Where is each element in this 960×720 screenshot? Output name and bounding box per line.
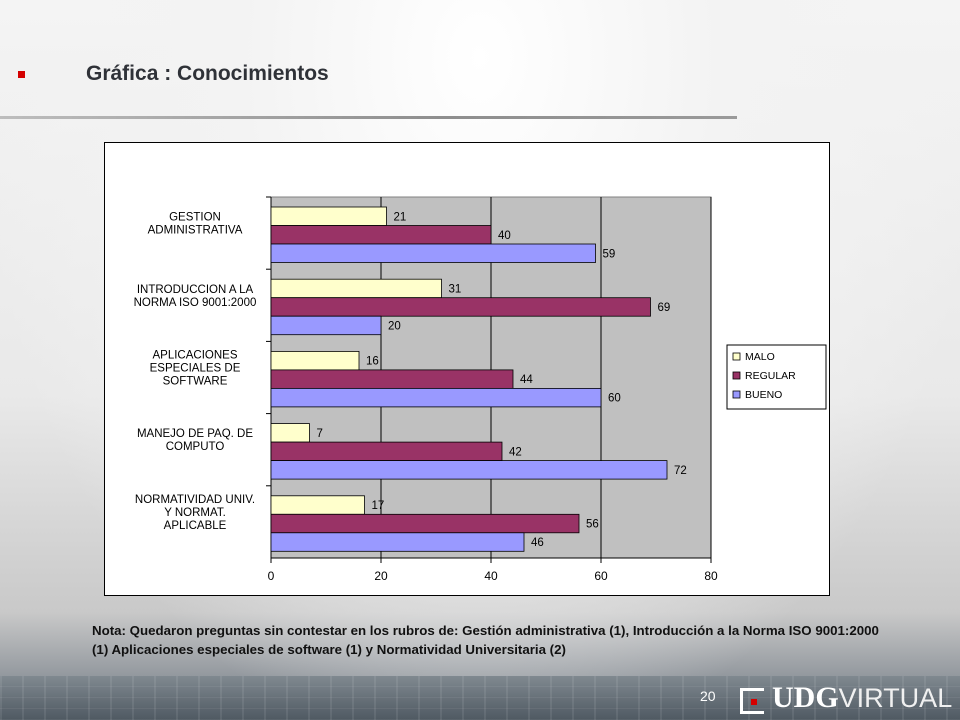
legend-swatch-regular — [732, 371, 741, 380]
bar-malo — [270, 278, 442, 299]
bar-malo — [270, 495, 365, 515]
slide-title: Gráfica : Conocimientos — [86, 62, 329, 85]
data-label: 17 — [372, 500, 385, 512]
category-label: NORMA ISO 9001:2000 — [134, 297, 257, 309]
bar-bueno — [270, 243, 596, 263]
legend-label: REGULAR — [745, 370, 796, 382]
bar-bueno — [270, 315, 382, 336]
data-label: 59 — [603, 248, 616, 260]
bar-regular — [270, 225, 492, 245]
category-label: ESPECIALES DE — [150, 363, 241, 375]
bar-malo — [270, 423, 310, 443]
udg-logo-icon — [740, 688, 764, 714]
data-label: 42 — [509, 446, 522, 458]
x-tick-label: 0 — [268, 569, 275, 583]
category-label: ADMINISTRATIVA — [148, 225, 243, 237]
category-label: SOFTWARE — [163, 376, 228, 388]
data-label: 56 — [586, 519, 599, 531]
bar-malo — [270, 206, 387, 226]
x-tick-label: 60 — [594, 569, 608, 583]
footer-band — [0, 676, 960, 720]
category-label: INTRODUCCION A LA — [137, 284, 254, 296]
data-label: 20 — [388, 320, 401, 332]
x-tick-label: 40 — [484, 569, 498, 583]
legend-box — [726, 344, 827, 410]
category-label: NORMATIVIDAD UNIV. — [135, 494, 255, 506]
data-label: 7 — [317, 428, 323, 440]
data-label: 72 — [674, 465, 687, 477]
data-label: 31 — [449, 283, 462, 295]
data-label: 40 — [498, 230, 511, 242]
bar-regular — [270, 513, 580, 534]
category-label: Y NORMAT. — [164, 507, 226, 519]
bar-bueno — [270, 532, 525, 552]
legend-label: BUENO — [745, 389, 782, 401]
logo-bold-text: UDG — [772, 681, 839, 714]
title-bullet — [18, 71, 25, 78]
legend-swatch-bueno — [732, 390, 741, 399]
data-label: 16 — [366, 356, 379, 368]
bar-regular — [270, 369, 514, 389]
bar-bueno — [270, 460, 668, 480]
category-label: COMPUTO — [166, 441, 225, 453]
data-label: 21 — [394, 211, 407, 223]
legend-swatch-malo — [732, 352, 741, 361]
bar-bueno — [270, 387, 602, 408]
x-tick-label: 80 — [704, 569, 718, 583]
footnote: Nota: Quedaron preguntas sin contestar e… — [92, 623, 879, 657]
bar-malo — [270, 350, 360, 371]
category-label: MANEJO DE PAQ. DE — [137, 428, 253, 440]
chart-frame: 0 20 40 60 80 GESTION ADMINISTRATIVA 21 40 59 INTR… — [104, 142, 830, 596]
title-divider — [0, 116, 737, 119]
category-label: GESTION — [169, 212, 221, 224]
data-label: 46 — [531, 537, 544, 549]
bar-regular — [270, 441, 503, 462]
x-tick-label: 20 — [374, 569, 388, 583]
category-label: APLICABLE — [164, 520, 227, 532]
data-label: 69 — [658, 302, 671, 314]
page-number: 20 — [700, 688, 716, 704]
data-label: 44 — [520, 374, 533, 386]
udg-virtual-logo: UDGVIRTUAL — [772, 681, 952, 715]
data-label: 60 — [608, 393, 621, 405]
bar-regular — [270, 297, 651, 317]
category-label: APLICACIONES — [153, 350, 238, 362]
legend-label: MALO — [745, 351, 775, 363]
logo-light-text: VIRTUAL — [838, 683, 953, 713]
